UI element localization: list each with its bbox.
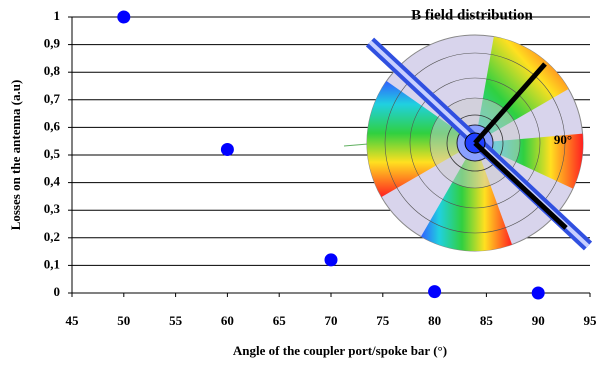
point: [428, 285, 441, 298]
x-tick-label: 65: [273, 313, 287, 328]
point: [117, 11, 130, 24]
point: [325, 253, 338, 266]
y-tick-label: 0,3: [44, 201, 61, 216]
x-tick-label: 85: [480, 313, 494, 328]
y-tick-label: 0,9: [44, 36, 61, 51]
x-tick-label: 95: [584, 313, 598, 328]
inset-title: B field distribution: [411, 7, 533, 23]
chart: 90° B field distribution Angle of the co…: [0, 0, 599, 365]
y-tick-label: 0,6: [44, 118, 61, 133]
point: [532, 287, 545, 300]
x-tick-label: 90: [532, 313, 545, 328]
x-tick-label: 55: [169, 313, 183, 328]
x-axis-label: Angle of the coupler port/spoke bar (°): [233, 343, 447, 358]
y-axis-label: Losses on the antenna (a.u): [8, 80, 23, 231]
y-tick-label: 1: [54, 8, 61, 23]
y-tick-label: 0,1: [44, 256, 60, 271]
y-tick-label: 0,5: [44, 146, 61, 161]
x-tick-label: 45: [66, 313, 80, 328]
x-tick-label: 70: [325, 313, 338, 328]
y-tick-label: 0,8: [44, 63, 61, 78]
point: [221, 143, 234, 156]
field-inset: 90° B field distribution: [367, 7, 588, 251]
y-tick-label: 0,7: [44, 91, 61, 106]
y-tick-label: 0: [54, 284, 61, 299]
x-tick-label: 80: [428, 313, 441, 328]
x-tick-label: 50: [117, 313, 130, 328]
x-tick-label: 60: [221, 313, 234, 328]
y-tick-label: 0,2: [44, 229, 60, 244]
y-tick-label: 0,4: [44, 174, 61, 189]
x-tick-label: 75: [376, 313, 390, 328]
angle-label: 90°: [554, 132, 572, 147]
